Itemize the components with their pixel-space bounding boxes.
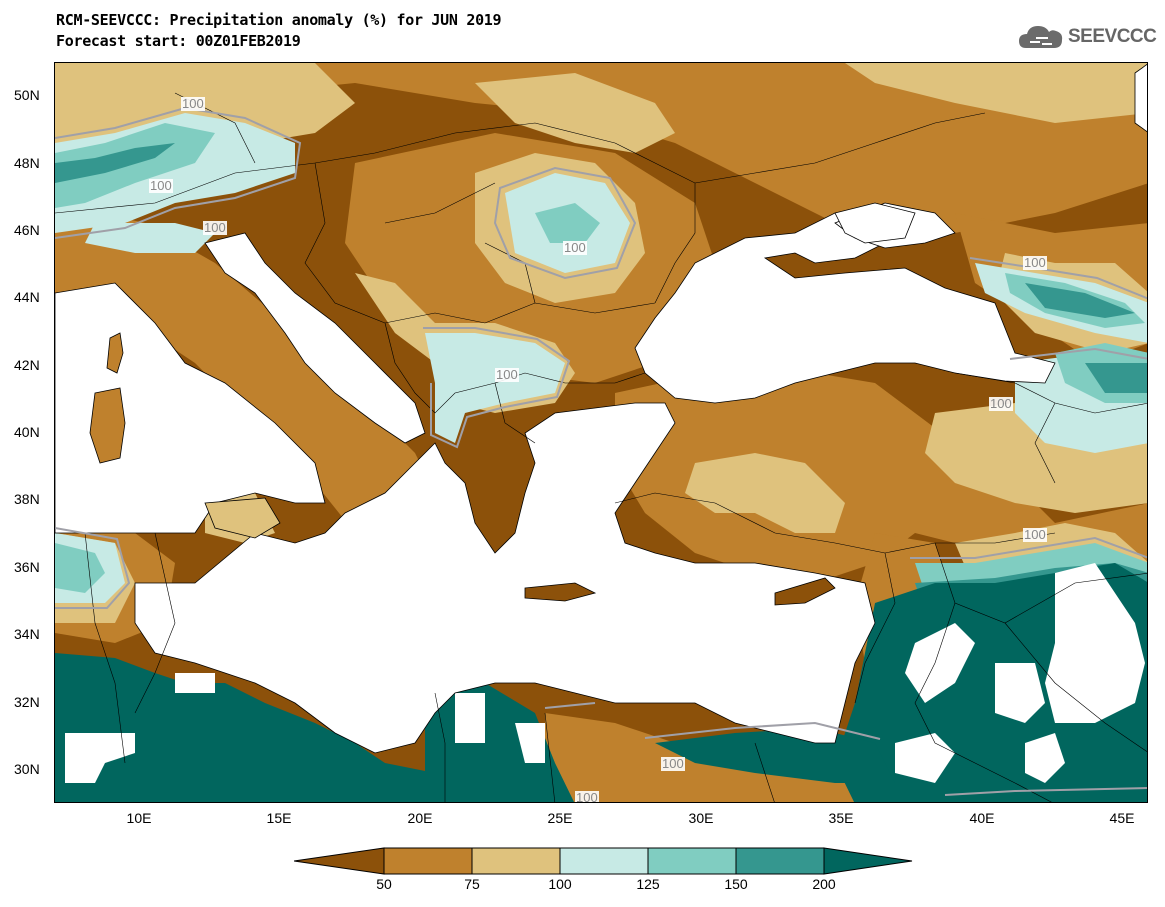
lat-label: 38N (14, 491, 40, 507)
cyprus (774, 577, 836, 606)
lat-label: 30N (14, 761, 40, 777)
sicily (204, 497, 281, 539)
lat-label: 32N (14, 694, 40, 710)
crete (524, 582, 597, 602)
map-canvas (55, 63, 1147, 802)
crimea (834, 202, 916, 244)
lat-label: 48N (14, 155, 40, 171)
lon-label: 40E (969, 810, 995, 826)
contour-label: 100 (661, 756, 685, 771)
contour-label: 100 (1023, 527, 1047, 542)
contour-label: 100 (989, 396, 1013, 411)
contour-100-lines (55, 106, 1147, 796)
lon-label: 25E (547, 810, 573, 826)
colorbar-segment-75-100 (471, 847, 561, 875)
colorbar-segment-50-75 (383, 847, 473, 875)
contour-label: 100 (1023, 255, 1047, 270)
colorbar-segment-100-125 (559, 847, 649, 875)
logo-text: SEEVCCC (1068, 26, 1157, 47)
adriatic-sea (204, 232, 426, 444)
corsica (106, 332, 124, 374)
colorbar-label: 150 (724, 876, 748, 892)
lat-label: 36N (14, 559, 40, 575)
contour-label: 100 (575, 790, 599, 803)
lat-label: 40N (14, 424, 40, 440)
islands (89, 202, 916, 606)
tyrrhenian-sea (55, 282, 326, 534)
lat-label: 50N (14, 87, 40, 103)
contour-label: 100 (563, 240, 587, 255)
colorbar-label: 200 (812, 876, 836, 892)
white-blocks (65, 563, 1145, 783)
lon-label: 10E (126, 810, 152, 826)
contour-label: 100 (203, 220, 227, 235)
title-line-1: RCM-SEEVCCC: Precipitation anomaly (%) f… (56, 11, 502, 29)
lon-label: 30E (688, 810, 714, 826)
colorbar-segment-gt200 (823, 847, 913, 875)
colorbar-label: 50 (376, 876, 392, 892)
lon-label: 45E (1109, 810, 1135, 826)
colorbar-label: 125 (636, 876, 660, 892)
colorbar-label: 75 (464, 876, 480, 892)
colorbar-label: 100 (548, 876, 572, 892)
contour-label: 100 (495, 367, 519, 382)
eastern-mediterranean (134, 402, 876, 754)
contour-label: 100 (149, 178, 173, 193)
contour-label: 100 (181, 96, 205, 111)
seevccc-logo: SEEVCCC (1018, 22, 1157, 52)
lon-label: 35E (828, 810, 854, 826)
colorbar (294, 847, 913, 875)
country-borders (55, 92, 1147, 802)
map-title: RCM-SEEVCCC: Precipitation anomaly (%) f… (56, 10, 502, 52)
lat-label: 34N (14, 626, 40, 642)
colorbar-segment-lt50 (294, 847, 385, 875)
lon-label: 15E (266, 810, 292, 826)
colorbar-segment-150-200 (735, 847, 825, 875)
precipitation-anomaly-map: 100 100 100 100 100 100 100 100 100 100 (54, 62, 1148, 803)
cloud-logo-icon (1019, 26, 1063, 48)
colorbar-segment-125-150 (647, 847, 737, 875)
caspian-edge (1134, 63, 1147, 133)
lat-label: 44N (14, 289, 40, 305)
lat-label: 46N (14, 222, 40, 238)
lon-label: 20E (407, 810, 433, 826)
lat-label: 42N (14, 357, 40, 373)
sardinia (89, 387, 126, 464)
title-line-2: Forecast start: 00Z01FEB2019 (56, 32, 301, 50)
